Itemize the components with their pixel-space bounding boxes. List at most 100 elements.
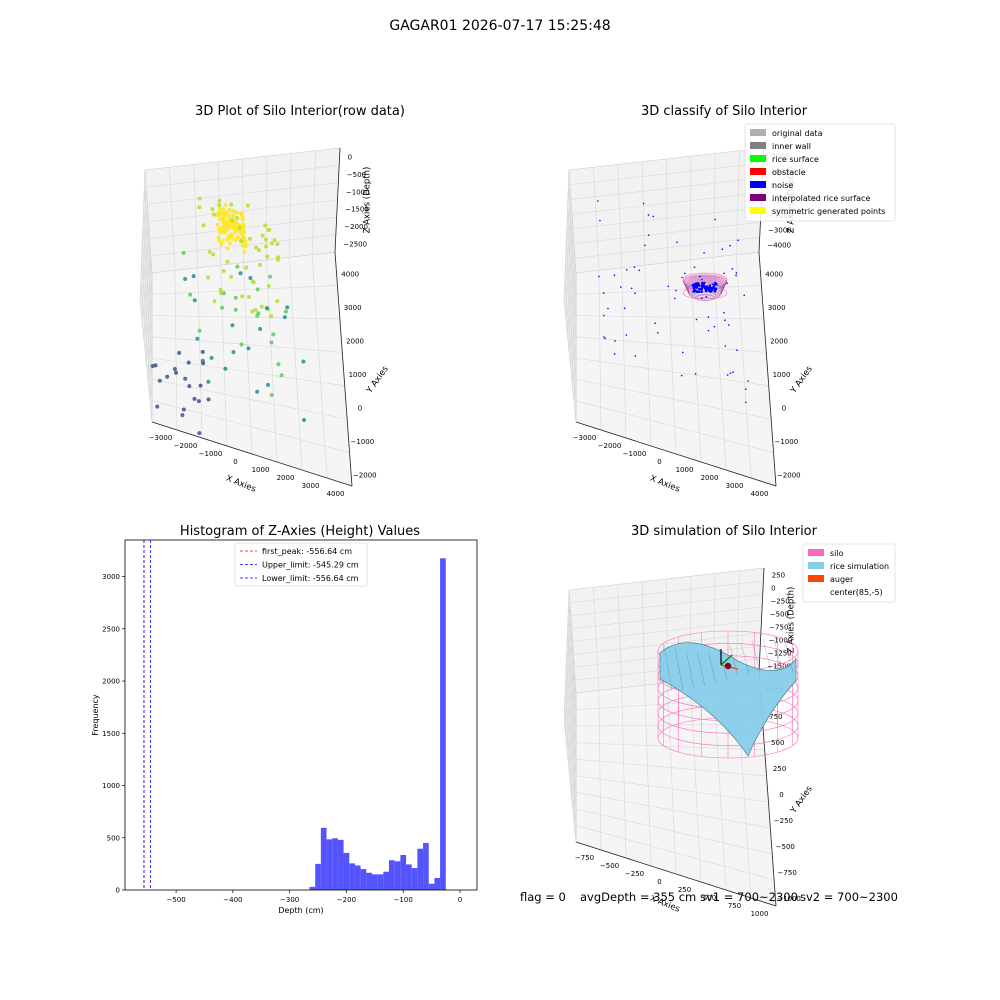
y-tick-label: 1000	[773, 371, 791, 379]
noise-point	[684, 272, 686, 275]
data-point	[221, 220, 226, 225]
histogram-bar	[354, 865, 361, 890]
noise-point	[674, 297, 676, 300]
histogram-bar	[366, 872, 372, 890]
data-point	[241, 224, 246, 229]
data-point	[217, 238, 222, 243]
data-point	[206, 397, 211, 402]
x-tick-label: 500	[703, 894, 716, 902]
z-tick-label: −1000	[769, 637, 793, 645]
noise-point	[737, 239, 739, 242]
legend-swatch	[750, 194, 766, 201]
noise-point	[714, 283, 718, 286]
grid-line-y	[564, 281, 774, 453]
panel2-title: 3D classify of Silo Interior	[640, 104, 808, 119]
z-tick-label: −1500	[345, 206, 369, 214]
histogram-bar	[360, 869, 367, 890]
histogram-bar	[389, 860, 395, 890]
x-tick-label: −2000	[598, 442, 622, 450]
noise-point	[723, 272, 725, 275]
y-tick-label: −2000	[777, 471, 801, 479]
data-point	[187, 384, 192, 389]
figure-title: GAGAR01 2026-07-17 15:25:48	[389, 18, 611, 34]
data-point	[257, 262, 262, 267]
z-axis-label: Z Axies (Depth)	[363, 167, 373, 234]
grid-line-z	[568, 606, 763, 766]
grid-line-z	[565, 162, 764, 318]
noise-point	[623, 307, 626, 310]
y-tick-label: 4000	[765, 271, 783, 279]
data-point	[153, 363, 158, 368]
data-point	[239, 211, 244, 216]
data-point	[172, 366, 177, 371]
legend-label: center(85,-5)	[830, 588, 883, 597]
data-point	[192, 298, 197, 303]
z-tick-label: −2500	[343, 240, 367, 248]
data-point	[240, 294, 245, 299]
grid-line-y	[567, 633, 765, 751]
data-point	[275, 299, 280, 304]
data-point	[192, 396, 197, 401]
data-point	[258, 327, 263, 332]
y-tick-label: 2500	[102, 625, 120, 633]
noise-point	[727, 324, 730, 326]
legend-swatch	[750, 129, 766, 136]
x-tick-label: −750	[575, 854, 594, 862]
noise-point	[708, 284, 712, 287]
data-point	[263, 237, 268, 242]
y-tick-label: −1000	[777, 895, 801, 903]
grid-line-z	[568, 192, 762, 353]
noise-point	[703, 251, 705, 254]
legend-frame	[802, 543, 896, 603]
noise-point	[732, 371, 734, 373]
histogram-bar	[394, 861, 401, 890]
grid-line-y	[565, 262, 772, 420]
y-tick-label: 1000	[102, 782, 120, 790]
legend-label: rice surface	[772, 155, 819, 164]
histogram-bar	[406, 864, 412, 890]
y-tick-label: 3000	[768, 304, 786, 312]
x-tick-label: 1000	[676, 466, 694, 474]
legend-label: Upper_limit: -545.29 cm	[262, 561, 359, 570]
data-point	[232, 227, 237, 232]
noise-point	[695, 318, 698, 321]
data-point	[217, 198, 222, 203]
data-point	[269, 241, 274, 246]
noise-point	[698, 287, 701, 291]
z-tick-label: 0	[348, 154, 352, 162]
noise-point	[693, 266, 696, 268]
data-point	[157, 378, 162, 383]
data-point	[268, 274, 273, 279]
noise-point	[735, 274, 737, 277]
grid-line-x	[617, 164, 627, 439]
y-tick-label: 0	[779, 791, 783, 799]
legend-label: rice simulation	[830, 562, 889, 571]
x-tick-label: 1000	[252, 466, 270, 474]
x-tick-label: −1000	[199, 450, 223, 458]
rice-mesh-line	[762, 639, 772, 672]
rice-mesh-line	[740, 642, 750, 675]
x-tick-label: 750	[728, 902, 741, 910]
noise-point	[634, 355, 637, 357]
data-point	[230, 218, 235, 223]
inner-wall-top	[682, 272, 728, 286]
interpolated-surface-ring	[686, 280, 724, 297]
noise-point	[607, 307, 609, 310]
silo-model	[657, 630, 799, 759]
status-sv1: sv1 = 700~2300	[700, 890, 798, 904]
data-point	[279, 373, 284, 378]
x-tick-label: −250	[625, 870, 644, 878]
legend-frame	[744, 123, 896, 222]
grid-line-x	[735, 150, 752, 479]
y-tick-label: 2000	[102, 678, 120, 686]
histogram-bar	[423, 842, 429, 890]
data-point	[230, 323, 235, 328]
z-tick-label: −500	[770, 611, 789, 619]
y-tick-label: 1500	[102, 730, 120, 738]
data-point	[246, 294, 251, 299]
grid-line-y	[565, 244, 769, 387]
grid-line-x	[593, 167, 602, 431]
x-tick-label: −1000	[623, 450, 647, 458]
grid-line-y	[567, 207, 764, 320]
